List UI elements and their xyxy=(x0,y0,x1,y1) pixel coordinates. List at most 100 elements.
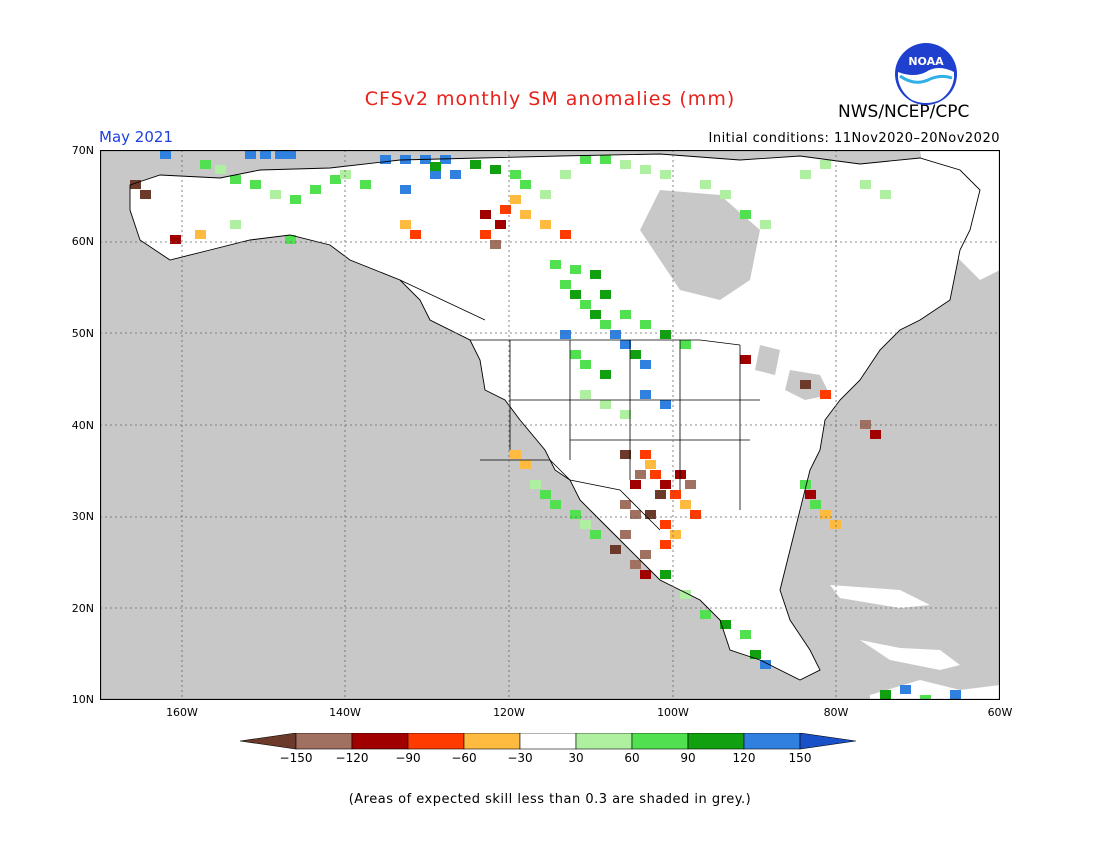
anomaly-cell xyxy=(260,150,271,159)
anomaly-cell xyxy=(550,500,561,509)
anomaly-cell xyxy=(860,420,871,429)
anomaly-cell xyxy=(660,570,671,579)
anomaly-cell xyxy=(430,170,441,179)
anomaly-cell xyxy=(340,170,351,179)
colorbar-tick-label: −90 xyxy=(395,751,421,765)
coastline xyxy=(129,153,981,681)
anomaly-cell xyxy=(580,155,591,164)
lat-label-40n: 40N xyxy=(71,419,94,432)
colorbar-arrow-left xyxy=(240,733,297,750)
anomaly-cell xyxy=(640,360,651,369)
valid-month-label: May 2021 xyxy=(99,128,173,146)
colorbar-tick-label: 90 xyxy=(680,751,696,765)
anomaly-cell xyxy=(620,160,631,169)
lat-label-30n: 30N xyxy=(71,510,94,523)
anomaly-cell xyxy=(675,470,686,479)
colorbar-tick-label: 30 xyxy=(568,751,584,765)
anomaly-cell xyxy=(620,530,631,539)
anomaly-cell xyxy=(495,220,506,229)
anomaly-cell xyxy=(430,162,441,171)
colorbar-segment xyxy=(687,733,745,750)
anomaly-cell xyxy=(570,290,581,299)
anomaly-cell xyxy=(820,160,831,169)
anomaly-cell xyxy=(660,480,671,489)
anomaly-cell xyxy=(580,390,591,399)
anomaly-cell xyxy=(380,155,391,164)
anomaly-cell xyxy=(750,650,761,659)
anomaly-cell xyxy=(290,195,301,204)
anomaly-cell xyxy=(800,480,811,489)
colorbar-arrow-right xyxy=(799,733,857,750)
anomaly-cell xyxy=(310,185,321,194)
colorbar-segment xyxy=(463,733,521,750)
anomaly-cell xyxy=(540,190,551,199)
anomaly-cell xyxy=(330,175,341,184)
anomaly-cell xyxy=(250,180,261,189)
colorbar-tick-label: −30 xyxy=(507,751,533,765)
anomaly-cell xyxy=(640,320,651,329)
anomaly-cell xyxy=(140,190,151,199)
water-bodies xyxy=(640,190,830,400)
anomaly-cell xyxy=(820,390,831,399)
anomaly-cell xyxy=(510,450,521,459)
anomaly-cell xyxy=(160,150,171,159)
anomaly-cell xyxy=(570,265,581,274)
anomaly-cell xyxy=(275,150,286,159)
anomaly-cell xyxy=(510,170,521,179)
lat-label-20n: 20N xyxy=(71,602,94,615)
soil-moisture-map xyxy=(100,150,1000,700)
boundaries xyxy=(399,279,760,531)
anomaly-cell xyxy=(640,550,651,559)
lon-label-120w: 120W xyxy=(493,706,525,719)
anomaly-cell xyxy=(800,170,811,179)
anomaly-cell xyxy=(570,510,581,519)
anomaly-cell xyxy=(230,175,241,184)
colorbar-tick-label: −150 xyxy=(279,751,313,765)
colorbar-tick-label: −120 xyxy=(335,751,369,765)
anomaly-cell xyxy=(540,220,551,229)
anomaly-cell xyxy=(645,510,656,519)
anomaly-cell xyxy=(700,610,711,619)
anomaly-cell xyxy=(580,360,591,369)
colorbar-tick-label: −60 xyxy=(451,751,477,765)
colorbar-segment xyxy=(519,733,577,750)
anomaly-cell xyxy=(130,180,141,189)
anomaly-cell xyxy=(490,240,501,249)
colorbar-segment xyxy=(295,733,353,750)
anomaly-cell xyxy=(720,190,731,199)
anomaly-cell xyxy=(230,220,241,229)
anomaly-cell xyxy=(200,160,211,169)
anomaly-cell xyxy=(630,480,641,489)
anomaly-cell xyxy=(655,490,666,499)
anomaly-cell xyxy=(760,660,771,669)
anomaly-cell xyxy=(580,520,591,529)
anomaly-cell xyxy=(520,180,531,189)
anomaly-cell xyxy=(400,220,411,229)
anomaly-cell xyxy=(560,230,571,239)
anomaly-cell xyxy=(170,235,181,244)
anomaly-cell xyxy=(570,350,581,359)
anomaly-cell xyxy=(195,230,206,239)
anomaly-cell xyxy=(550,260,561,269)
anomaly-cell xyxy=(740,355,751,364)
anomaly-cell xyxy=(820,510,831,519)
anomaly-cell xyxy=(690,510,701,519)
anomaly-cell xyxy=(640,390,651,399)
anomaly-cell xyxy=(480,210,491,219)
anomaly-cell xyxy=(540,490,551,499)
anomaly-cell xyxy=(620,500,631,509)
lat-label-60n: 60N xyxy=(71,235,94,248)
anomaly-cell xyxy=(805,490,816,499)
colorbar-segment xyxy=(407,733,465,750)
anomaly-cell xyxy=(660,540,671,549)
anomaly-cell xyxy=(670,490,681,499)
anomaly-cell xyxy=(880,190,891,199)
anomaly-cell xyxy=(630,350,641,359)
anomaly-cell xyxy=(450,170,461,179)
anomaly-cell xyxy=(680,500,691,509)
anomaly-cell xyxy=(600,290,611,299)
anomaly-cell xyxy=(630,510,641,519)
lat-label-70n: 70N xyxy=(71,144,94,157)
anomaly-cell xyxy=(400,185,411,194)
anomaly-cell xyxy=(635,470,646,479)
